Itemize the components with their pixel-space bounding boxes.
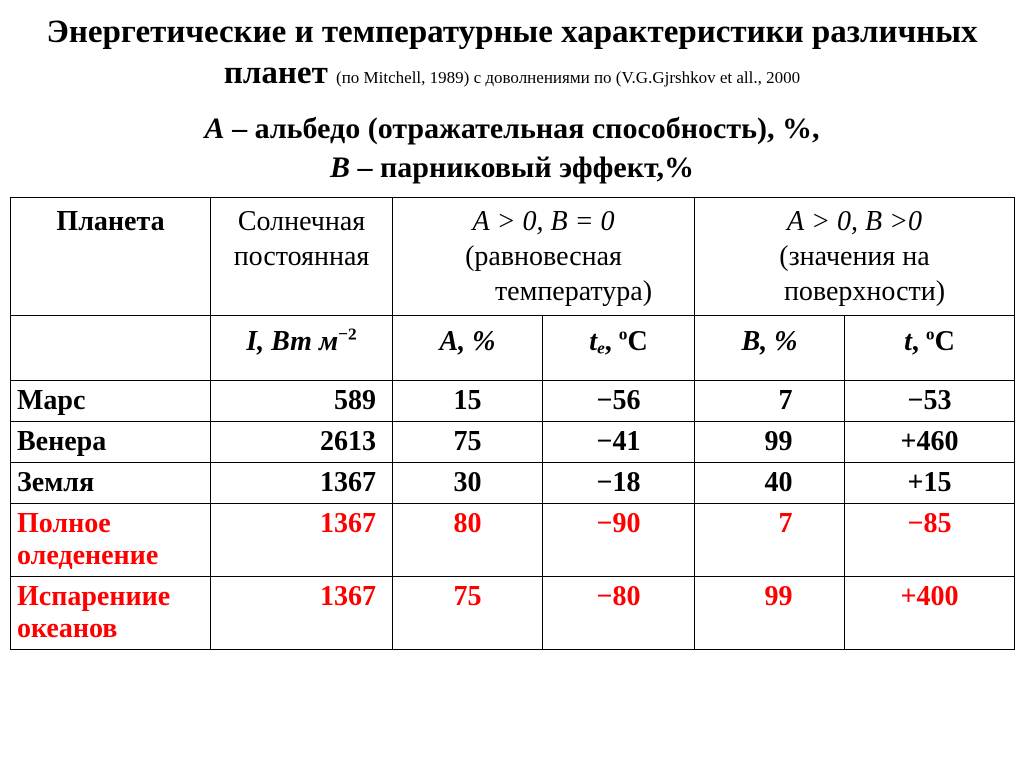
surf-hdr-l3: поверхности) <box>764 274 945 309</box>
cell-i: 1367 <box>211 503 393 576</box>
cell-te: −56 <box>543 380 695 421</box>
eq-hdr-l2: (равновесная <box>465 241 622 272</box>
surf-hdr-l2: (значения на <box>779 241 929 272</box>
cell-planet: Земля <box>11 462 211 503</box>
table-row: Венера261375−4199+460 <box>11 421 1015 462</box>
cell-b: 99 <box>695 576 845 649</box>
cell-a: 15 <box>393 380 543 421</box>
col-planet: Планета <box>11 197 211 315</box>
cell-b: 7 <box>695 503 845 576</box>
cell-t: −85 <box>845 503 1015 576</box>
cell-b: 40 <box>695 462 845 503</box>
table-row: Марс58915−56 7−53 <box>11 380 1015 421</box>
symbol-a: А <box>205 112 225 145</box>
cell-t: +400 <box>845 576 1015 649</box>
cell-i: 1367 <box>211 462 393 503</box>
col-t-unit: t, oC <box>845 315 1015 380</box>
cell-planet: Полное оледенение <box>11 503 211 576</box>
cell-te: −80 <box>543 576 695 649</box>
table-row: Испарениие океанов136775−8099+400 <box>11 576 1015 649</box>
cell-b: 7 <box>695 380 845 421</box>
table-row: Полное оледенение136780−90 7−85 <box>11 503 1015 576</box>
planet-table: Планета Солнечная постоянная А > 0, В = … <box>10 197 1015 650</box>
col-a-unit: А, % <box>393 315 543 380</box>
cell-t: +460 <box>845 421 1015 462</box>
col-equilibrium: А > 0, В = 0 (равновесная температура) <box>393 197 695 315</box>
col-b-unit: В, % <box>695 315 845 380</box>
cell-te: −41 <box>543 421 695 462</box>
cell-i: 1367 <box>211 576 393 649</box>
col-i-unit: I, Вт м−2 <box>211 315 393 380</box>
surf-hdr-l1: А > 0, В >0 <box>787 206 922 237</box>
subtitle: А – альбедо (отражательная способность),… <box>10 109 1014 187</box>
cell-planet: Испарениие океанов <box>11 576 211 649</box>
col-solar: Солнечная постоянная <box>211 197 393 315</box>
blank-cell <box>11 315 211 380</box>
page-title: Энергетические и температурные характери… <box>10 12 1014 95</box>
cell-te: −90 <box>543 503 695 576</box>
cell-t: +15 <box>845 462 1015 503</box>
symbol-b: В <box>330 151 350 184</box>
eq-hdr-l1: А > 0, В = 0 <box>473 206 615 237</box>
subtitle-line2: – парниковый эффект,% <box>350 151 694 184</box>
cell-a: 30 <box>393 462 543 503</box>
cell-planet: Венера <box>11 421 211 462</box>
cell-a: 75 <box>393 576 543 649</box>
i-unit-exp: −2 <box>338 324 357 343</box>
cell-planet: Марс <box>11 380 211 421</box>
col-surface: А > 0, В >0 (значения на поверхности) <box>695 197 1015 315</box>
cell-b: 99 <box>695 421 845 462</box>
cell-te: −18 <box>543 462 695 503</box>
cell-t: −53 <box>845 380 1015 421</box>
i-unit-text: I, Вт м <box>246 326 338 357</box>
title-source: (по Mitchell, 1989) с доволнениями по (V… <box>336 68 800 87</box>
eq-hdr-l3: температура) <box>435 274 652 309</box>
cell-a: 80 <box>393 503 543 576</box>
col-te-unit: te, oC <box>543 315 695 380</box>
cell-i: 2613 <box>211 421 393 462</box>
table-row: Земля136730−1840+15 <box>11 462 1015 503</box>
cell-a: 75 <box>393 421 543 462</box>
subtitle-line1: – альбедо (отражательная способность), %… <box>225 112 820 145</box>
cell-i: 589 <box>211 380 393 421</box>
